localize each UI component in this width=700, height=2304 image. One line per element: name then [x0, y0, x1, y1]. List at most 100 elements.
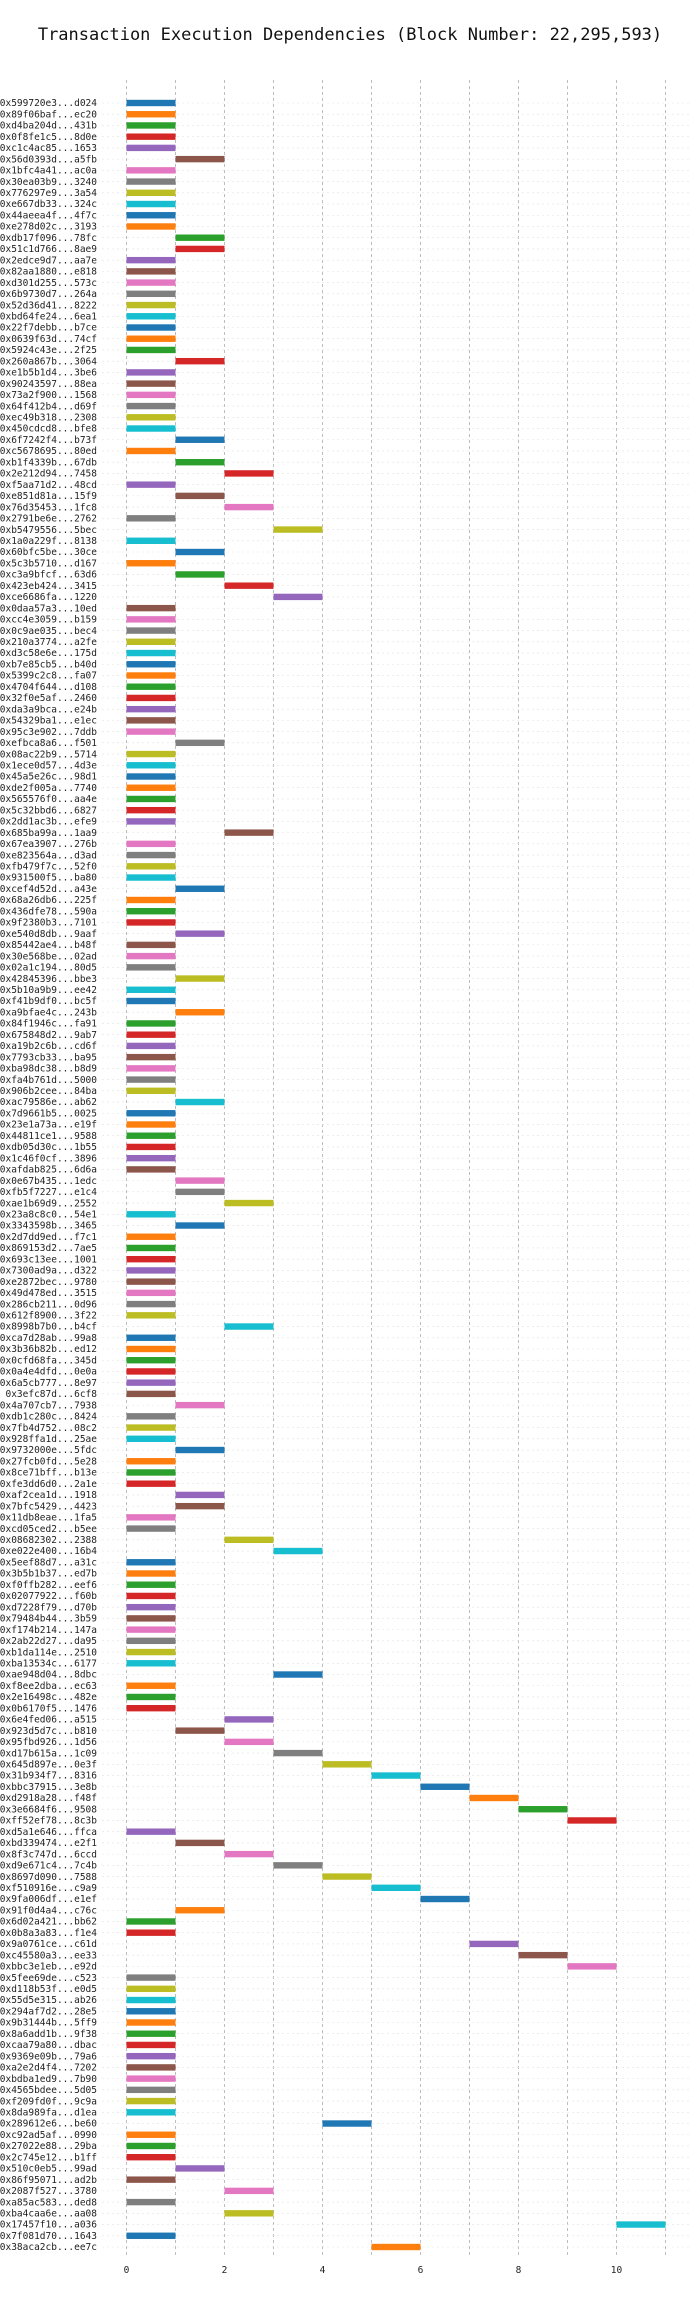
y-tick-label: 0x0b8a3a83...f1e4: [0, 1928, 97, 1939]
bars-group: [126, 99, 666, 2251]
y-tick-label: 0xac79586e...ab62: [0, 1097, 97, 1108]
bar: [126, 840, 176, 848]
bar: [175, 571, 225, 578]
chart-title: Transaction Execution Dependencies (Bloc…: [38, 25, 662, 45]
y-tick-label: 0x869153d2...7ae5: [0, 1243, 97, 1254]
bar: [175, 1502, 225, 1510]
y-tick-label: 0x2087f527...3780: [0, 2186, 97, 2197]
bar: [126, 537, 176, 544]
bar: [469, 1794, 519, 1802]
y-tick-label: 0x5c32bbd6...6827: [0, 805, 97, 816]
bar: [175, 1491, 225, 1499]
bar: [126, 1828, 176, 1835]
y-tick-label: 0x0639f63d...74cf: [0, 334, 97, 345]
y-tick-label: 0x3b36b82b...ed12: [0, 1344, 97, 1355]
bar: [126, 1559, 176, 1566]
bar: [175, 1009, 225, 1016]
bar: [175, 245, 225, 253]
bar: [126, 638, 176, 646]
y-tick-label: 0xe022e400...16b4: [0, 1546, 97, 1557]
y-tick-label: 0xa2e2d4f4...7202: [0, 2063, 97, 2074]
bar: [126, 560, 176, 567]
y-tick-label: 0x693c13ee...1001: [0, 1254, 97, 1265]
bar: [126, 1514, 176, 1521]
bar: [126, 1469, 176, 1476]
bar: [126, 1682, 176, 1689]
y-tick-label: 0x11db8eae...1fa5: [0, 1513, 97, 1524]
y-tick-label: 0xff52ef78...8c3b: [0, 1816, 97, 1827]
y-tick-label: 0x776297e9...3a54: [0, 188, 97, 199]
y-tick-label: 0xf8ee2dba...ec63: [0, 1681, 97, 1692]
y-tick-label: 0x3efc87d...6cf8: [5, 1389, 97, 1400]
bar: [126, 908, 176, 915]
y-tick-label: 0x3b5b1b37...ed7b: [0, 1569, 97, 1580]
y-tick-label: 0x2c745e12...b1ff: [0, 2152, 97, 2163]
bar: [126, 301, 176, 309]
y-tick-label: 0x289612e6...be60: [0, 2119, 97, 2130]
bar: [126, 178, 176, 185]
bar: [126, 515, 176, 522]
y-tick-label: 0x95c3e902...7ddb: [0, 727, 97, 738]
bar: [126, 167, 176, 174]
y-tick-label: 0x84f1946c...fa91: [0, 1019, 97, 1030]
y-tick-label: 0x9b31444b...5ff9: [0, 2018, 97, 2029]
bar: [126, 1648, 176, 1656]
y-tick-label: 0xe540d8db...9aaf: [0, 929, 97, 940]
bar: [126, 2019, 176, 2026]
bar: [126, 1267, 176, 1274]
y-tick-label: 0x931500f5...ba80: [0, 873, 97, 884]
y-tick-label: 0xf0ffb282...eef6: [0, 1580, 97, 1591]
y-tick-label: 0x5fee69de...c523: [0, 1973, 97, 1984]
bar: [126, 2041, 176, 2049]
bar: [126, 952, 176, 960]
bar: [126, 896, 176, 904]
y-tick-label: 0x31b934f7...8316: [0, 1771, 97, 1782]
bar: [126, 997, 176, 1005]
y-tick-label: 0xbbc3e1eb...e92d: [0, 1962, 97, 1973]
x-tick-label: 2: [222, 2265, 228, 2276]
y-tick-label: 0xae948d04...8dbc: [0, 1670, 97, 1681]
bar: [126, 99, 176, 107]
y-tick-labels: 0x599720e3...d0240x89f06baf...ec200xd4ba…: [0, 98, 97, 2253]
y-tick-label: 0x294af7d2...28e5: [0, 2006, 97, 2017]
bar: [567, 1817, 617, 1824]
y-tick-label: 0x08682302...2388: [0, 1535, 97, 1546]
bar: [126, 1660, 176, 1667]
y-tick-label: 0xda3a9bca...e24b: [0, 704, 97, 715]
y-tick-label: 0xe1b5b1d4...3be6: [0, 368, 97, 379]
bar: [126, 1042, 176, 1050]
bar: [126, 1345, 176, 1353]
y-tick-label: 0xe2872bec...9780: [0, 1277, 97, 1288]
bar: [175, 155, 225, 163]
y-tick-label: 0xdb17f096...78fc: [0, 233, 97, 244]
bar: [126, 694, 176, 702]
bar: [126, 279, 176, 286]
bar: [175, 459, 225, 466]
y-tick-label: 0xa9bfae4c...243b: [0, 1007, 97, 1018]
bar: [371, 1772, 421, 1779]
bar: [126, 313, 176, 320]
bar: [126, 705, 176, 713]
bar: [322, 2120, 372, 2127]
y-tick-label: 0x0a4e4dfd...0e0a: [0, 1367, 97, 1378]
y-tick-label: 0xde2f005a...7740: [0, 783, 97, 794]
bar: [126, 2142, 176, 2150]
y-tick-label: 0x22f7debb...b7ce: [0, 323, 97, 334]
bar: [420, 1783, 470, 1790]
bar: [126, 2008, 176, 2015]
y-tick-label: 0x56d0393d...a5fb: [0, 154, 97, 165]
y-tick-label: 0xe278d02c...3193: [0, 222, 97, 233]
bar: [273, 1862, 323, 1869]
bar: [126, 1413, 176, 1420]
y-tick-label: 0x5399c2c8...fa07: [0, 671, 97, 682]
bar: [126, 212, 176, 219]
y-tick-label: 0xd301d255...573c: [0, 278, 97, 289]
bar: [175, 1222, 225, 1229]
y-tick-label: 0x8998b7b0...b4cf: [0, 1322, 97, 1333]
bar: [175, 1401, 225, 1409]
y-tick-label: 0x49d478ed...3515: [0, 1288, 97, 1299]
x-tick-label: 4: [320, 2265, 326, 2276]
bar: [126, 1390, 176, 1398]
y-tick-label: 0xdb1c280c...8424: [0, 1412, 97, 1423]
